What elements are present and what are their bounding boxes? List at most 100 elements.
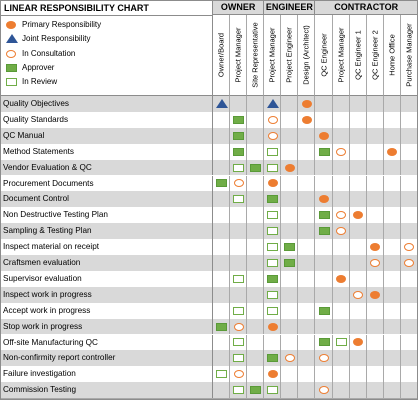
- green-filled-square-icon: [284, 258, 296, 267]
- orange-filled-circle-icon: [370, 290, 381, 299]
- matrix-cell: [213, 191, 231, 208]
- matrix-cell: [247, 286, 265, 303]
- green-filled-square-icon: [250, 386, 262, 395]
- matrix-cell: [213, 239, 231, 255]
- matrix-cell: [315, 382, 333, 399]
- activity-label: Off-site Manufacturing QC: [0, 334, 213, 351]
- matrix-cell: [366, 111, 384, 128]
- activity-label: Document Control: [0, 191, 213, 208]
- matrix-cell: [332, 255, 350, 271]
- role-label: Project Engineer: [284, 27, 294, 83]
- green-filled-square-icon: [318, 306, 330, 315]
- green-outline-square-icon: [6, 78, 17, 87]
- matrix-cell: [264, 302, 282, 319]
- green-filled-square-icon: [318, 211, 330, 220]
- matrix-cell: [349, 334, 367, 351]
- matrix-cell: [230, 175, 248, 192]
- matrix-cell: [298, 143, 316, 160]
- matrix-cell: [281, 96, 299, 112]
- matrix-cell: [315, 334, 333, 351]
- matrix-cell: [400, 223, 418, 240]
- matrix-cell: [383, 207, 401, 224]
- matrix-cell: [264, 96, 282, 112]
- matrix-cell: [315, 350, 333, 367]
- matrix-cell: [247, 159, 265, 176]
- green-filled-square-icon: [250, 163, 262, 172]
- role-label: QC Engineer 2: [370, 30, 380, 80]
- matrix-cell: [332, 127, 350, 144]
- activity-label: Stop work in progress: [0, 318, 213, 335]
- matrix-cell: [298, 96, 316, 112]
- matrix-cell: [383, 302, 401, 319]
- activity-label: Sampling & Testing Plan: [0, 223, 213, 240]
- activity-label: Method Statements: [0, 143, 213, 160]
- matrix-cell: [383, 159, 401, 176]
- orange-filled-circle-icon: [319, 131, 329, 140]
- matrix-cell: [383, 96, 401, 112]
- matrix-cell: [247, 302, 265, 319]
- matrix-cell: [298, 286, 316, 303]
- matrix-cell: [213, 223, 231, 240]
- matrix-cell: [332, 270, 350, 287]
- matrix-cell: [315, 255, 333, 271]
- matrix-cell: [366, 318, 384, 335]
- activity-label: Supervisor evaluation: [0, 270, 213, 287]
- matrix-cell: [383, 175, 401, 192]
- matrix-cell: [349, 255, 367, 271]
- activity-label: Vendor Evaluation & QC: [0, 159, 213, 176]
- role-header: Owner/Board: [213, 15, 231, 96]
- matrix-cell: [264, 366, 282, 383]
- activity-label: Non Destructive Testing Plan: [0, 207, 213, 224]
- matrix-cell: [400, 286, 418, 303]
- group-header-engineer: ENGINEER: [264, 0, 316, 15]
- matrix-cell: [230, 239, 248, 255]
- matrix-cell: [400, 143, 418, 160]
- matrix-cell: [332, 334, 350, 351]
- matrix-cell: [247, 143, 265, 160]
- matrix-cell: [247, 96, 265, 112]
- matrix-cell: [400, 191, 418, 208]
- activity-label: Procurement Documents: [0, 175, 213, 192]
- matrix-cell: [298, 207, 316, 224]
- matrix-cell: [298, 191, 316, 208]
- matrix-cell: [315, 366, 333, 383]
- orange-filled-circle-icon: [387, 147, 398, 156]
- orange-outline-circle-icon: [370, 258, 381, 267]
- matrix-cell: [315, 270, 333, 287]
- orange-outline-circle-icon: [233, 370, 244, 379]
- matrix-cell: [281, 302, 299, 319]
- legend-label: In Consultation: [22, 48, 76, 58]
- matrix-cell: [366, 382, 384, 399]
- matrix-cell: [349, 239, 367, 255]
- matrix-cell: [349, 96, 367, 112]
- matrix-cell: [366, 191, 384, 208]
- green-filled-square-icon: [216, 322, 228, 331]
- orange-outline-circle-icon: [353, 290, 364, 299]
- matrix-cell: [230, 191, 248, 208]
- orange-filled-circle-icon: [6, 21, 16, 29]
- matrix-cell: [213, 350, 231, 367]
- matrix-cell: [264, 207, 282, 224]
- matrix-cell: [230, 143, 248, 160]
- matrix-cell: [213, 318, 231, 335]
- matrix-cell: [247, 334, 265, 351]
- bottom-line: [0, 398, 418, 400]
- matrix-cell: [213, 334, 231, 351]
- header-left-area: [0, 0, 213, 96]
- matrix-cell: [264, 318, 282, 335]
- green-filled-square-icon: [233, 115, 245, 124]
- matrix-cell: [315, 111, 333, 128]
- matrix-cell: [349, 127, 367, 144]
- legend-label: Primary Responsibility: [22, 20, 102, 29]
- orange-filled-circle-icon: [267, 179, 278, 188]
- role-header: QC Engineer 2: [366, 15, 384, 96]
- matrix-cell: [247, 223, 265, 240]
- matrix-cell: [332, 175, 350, 192]
- matrix-cell: [247, 175, 265, 192]
- matrix-cell: [349, 286, 367, 303]
- matrix-cell: [247, 207, 265, 224]
- matrix-cell: [264, 286, 282, 303]
- green-outline-square-icon: [267, 258, 279, 267]
- matrix-cell: [213, 286, 231, 303]
